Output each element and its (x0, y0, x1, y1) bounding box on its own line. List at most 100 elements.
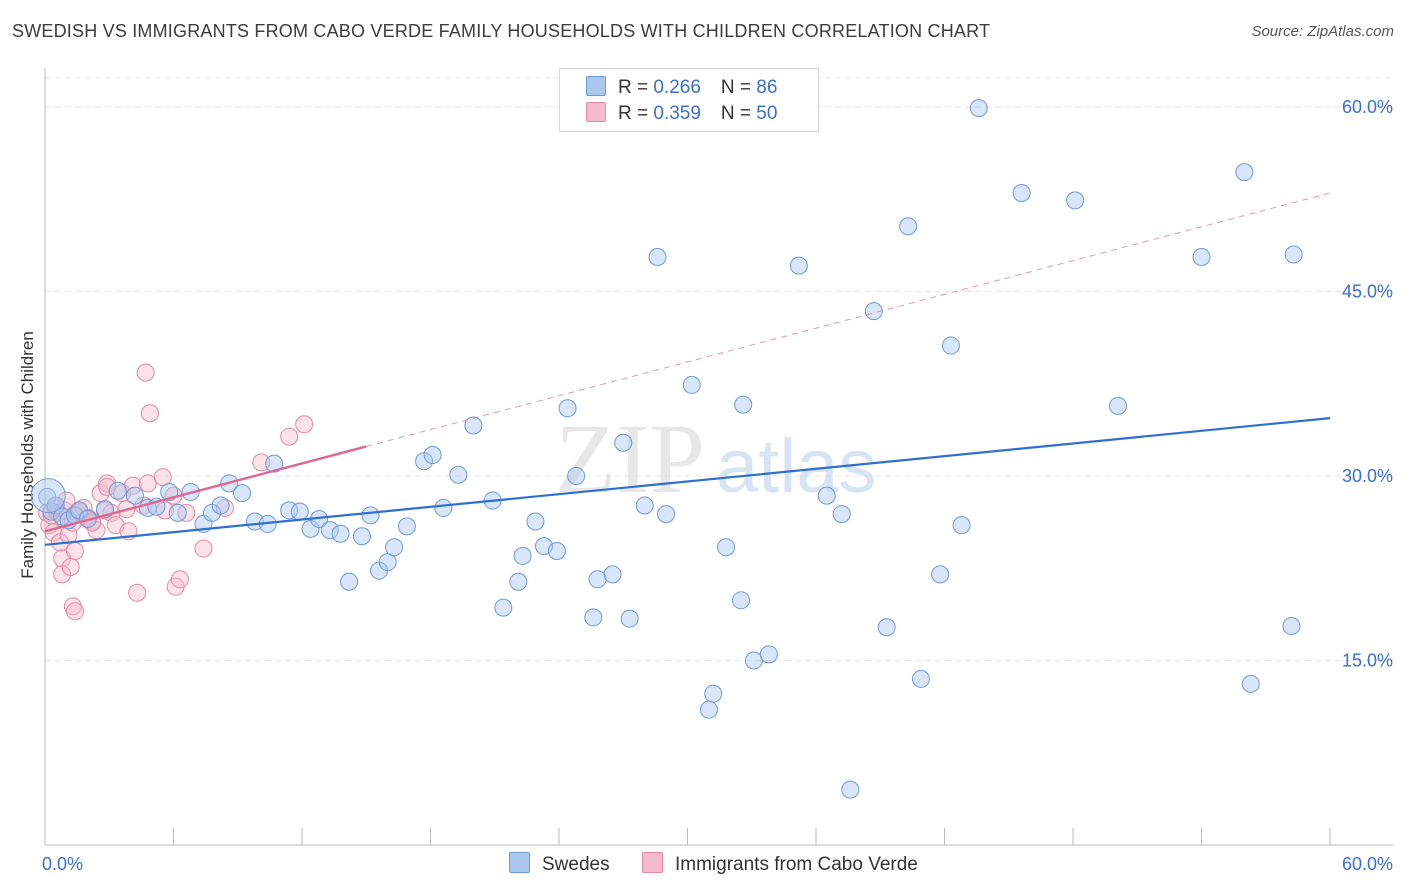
swedes-point (211, 496, 230, 515)
swedes-point (969, 99, 988, 118)
swedes-point (567, 466, 586, 485)
cabo-verde-point (170, 570, 189, 589)
swedes-point (648, 247, 667, 266)
series-legend: Swedes Immigrants from Cabo Verde (0, 852, 1406, 876)
cabo-verde-point (280, 427, 299, 446)
swedes-point (1282, 617, 1301, 636)
r-value-swedes: 0.266 (653, 77, 701, 98)
swedes-point (941, 336, 960, 355)
cabo-verde-trend-line (44, 445, 367, 533)
swedes-point (817, 486, 836, 505)
swedes-point (704, 684, 723, 703)
swedes-point (734, 395, 753, 414)
n-label: N = (720, 103, 757, 124)
cabo-verde-point (138, 474, 157, 493)
swedes-point (434, 498, 453, 517)
swedes-point (682, 375, 701, 394)
legend-row-cabo-verde: R = 0.359 N = 50 (586, 102, 777, 126)
y-tick-label: 15.0% (1342, 650, 1393, 670)
legend-row-swedes: R = 0.266 N = 86 (586, 76, 777, 100)
swedes-point (340, 572, 359, 591)
watermark-zip: ZIP (555, 403, 705, 514)
y-tick-label: 60.0% (1342, 97, 1393, 117)
cabo-verde-trend-extension (366, 192, 1331, 447)
stats-legend: R = 0.266 N = 86 R = 0.359 N = 50 (559, 68, 819, 132)
swedes-swatch (586, 76, 606, 96)
swedes-point (832, 505, 851, 524)
n-label: N = (720, 77, 757, 98)
chart-title: SWEDISH VS IMMIGRANTS FROM CABO VERDE FA… (12, 21, 991, 41)
cabo-verde-swatch (586, 102, 606, 122)
r-label: R = (618, 103, 654, 124)
trend-layer (44, 192, 1331, 546)
cabo-verde-point (194, 539, 213, 558)
swedes-point (464, 416, 483, 435)
axis-layer (44, 68, 1393, 846)
cabo-verde-point (65, 602, 84, 621)
cabo-verde-point (61, 557, 80, 576)
y-tick-label: 30.0% (1342, 466, 1393, 486)
swedes-point (352, 527, 371, 546)
cabo-verde-point (295, 415, 314, 434)
swedes-point (558, 399, 577, 418)
grid-layer (45, 77, 1393, 661)
swedes-point (361, 506, 380, 525)
swedes-point (547, 541, 566, 560)
r-value-cabo-verde: 0.359 (653, 103, 701, 124)
swedes-point (952, 516, 971, 535)
x-tick-label: 0.0% (42, 854, 83, 874)
swedes-point (588, 570, 607, 589)
swedes-point (290, 502, 309, 521)
x-tick-label: 60.0% (1342, 854, 1393, 874)
swedes-point (717, 538, 736, 557)
swedes-point (46, 496, 65, 515)
swedes-legend-swatch (509, 852, 530, 873)
swedes-point (1192, 247, 1211, 266)
swedes-point (265, 454, 284, 473)
swedes-point (614, 433, 633, 452)
r-label: R = (618, 77, 654, 98)
swedes-point (331, 524, 350, 543)
swedes-point (657, 505, 676, 524)
n-value-swedes: 86 (756, 77, 778, 98)
y-tick-label: 45.0% (1342, 281, 1393, 301)
swedes-point (584, 608, 603, 627)
cabo-verde-point (140, 404, 159, 423)
swedes-point (759, 645, 778, 664)
chart-source: Source: ZipAtlas.com (1251, 23, 1394, 40)
cabo-verde-legend-swatch (642, 852, 663, 873)
cabo-verde-point (98, 474, 117, 493)
swedes-point (168, 503, 187, 522)
swedes-point (911, 669, 930, 688)
cabo-verde-point (98, 478, 117, 497)
swedes-point (385, 538, 404, 557)
swedes-point (423, 446, 442, 465)
swedes-point (732, 591, 751, 610)
swedes-point (1012, 184, 1031, 203)
legend-item-swedes: Swedes (509, 852, 610, 876)
swedes-point (931, 565, 950, 584)
swedes-point (789, 256, 808, 275)
swedes-point (603, 565, 622, 584)
swedes-point (1284, 245, 1303, 264)
swedes-point (125, 486, 144, 505)
cabo-verde-point (128, 583, 147, 602)
swedes-point (494, 598, 513, 617)
watermark-atlas: atlas (716, 424, 877, 509)
swedes-points (30, 99, 1303, 799)
cabo-verde-point (252, 453, 271, 472)
swedes-trend-line (44, 417, 1331, 546)
tick-label-layer: 15.0% 30.0% 45.0% 60.0% 0.0% 60.0% (42, 97, 1393, 874)
swedes-point (635, 496, 654, 515)
swedes-point (397, 517, 416, 536)
swedes-point (620, 609, 639, 628)
legend-label-cabo-verde: Immigrants from Cabo Verde (675, 854, 918, 875)
swedes-point (1066, 191, 1085, 210)
swedes-point (699, 700, 718, 719)
swedes-point (526, 512, 545, 531)
swedes-point (744, 651, 763, 670)
legend-label-swedes: Swedes (542, 854, 610, 875)
legend-item-cabo-verde: Immigrants from Cabo Verde (642, 852, 918, 876)
swedes-point (899, 217, 918, 236)
